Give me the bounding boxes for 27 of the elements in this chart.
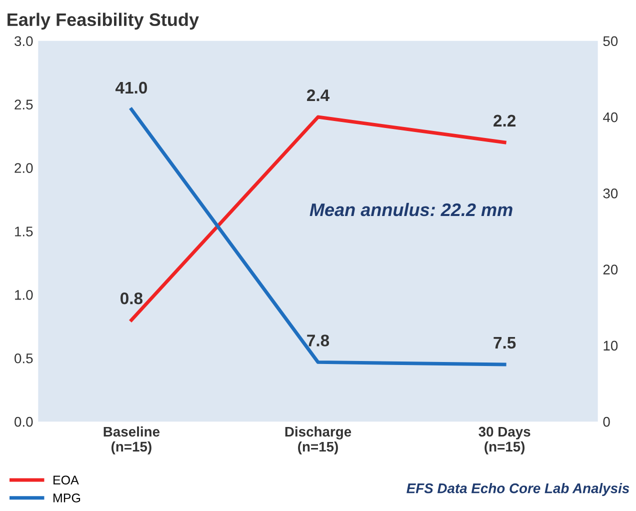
legend-label: MPG <box>54 494 80 502</box>
data-label: 2.4 <box>306 89 330 102</box>
y-tick-label: 2.0 <box>14 163 33 173</box>
y2-tick-label: 20 <box>603 264 618 274</box>
chart-title: Early Feasibility Study <box>8 12 199 30</box>
data-label: 7.5 <box>494 337 516 349</box>
x-tick-label: Discharge (n=15) <box>285 426 352 454</box>
y-tick-label: 3.0 <box>14 36 33 46</box>
y-tick-label: 1.0 <box>15 290 33 300</box>
data-label: 0.8 <box>120 292 143 304</box>
y2-tick-label: 40 <box>603 112 618 122</box>
y2-tick-label: 50 <box>603 36 618 46</box>
annotation: Mean annulus: 22.2 mm <box>310 202 512 216</box>
y-tick-label: 2.5 <box>14 100 33 110</box>
x-tick-label: Baseline (n=15) <box>104 426 160 454</box>
y-tick-label: 0.0 <box>14 416 33 427</box>
y-tick-label: 0.5 <box>14 353 33 364</box>
y2-tick-label: 10 <box>604 340 618 351</box>
x-tick-label: 30 Days (n=15) <box>478 426 530 454</box>
data-label: 7.8 <box>307 334 330 346</box>
y2-tick-label: 0 <box>603 416 610 427</box>
y2-tick-label: 30 <box>603 188 618 198</box>
data-label: 41.0 <box>115 82 147 94</box>
y-tick-label: 1.5 <box>15 226 33 236</box>
legend-label: EOA <box>54 476 79 484</box>
text: EFS Data Echo Core Lab Analysis <box>406 483 630 496</box>
data-label: 2.2 <box>494 114 516 126</box>
